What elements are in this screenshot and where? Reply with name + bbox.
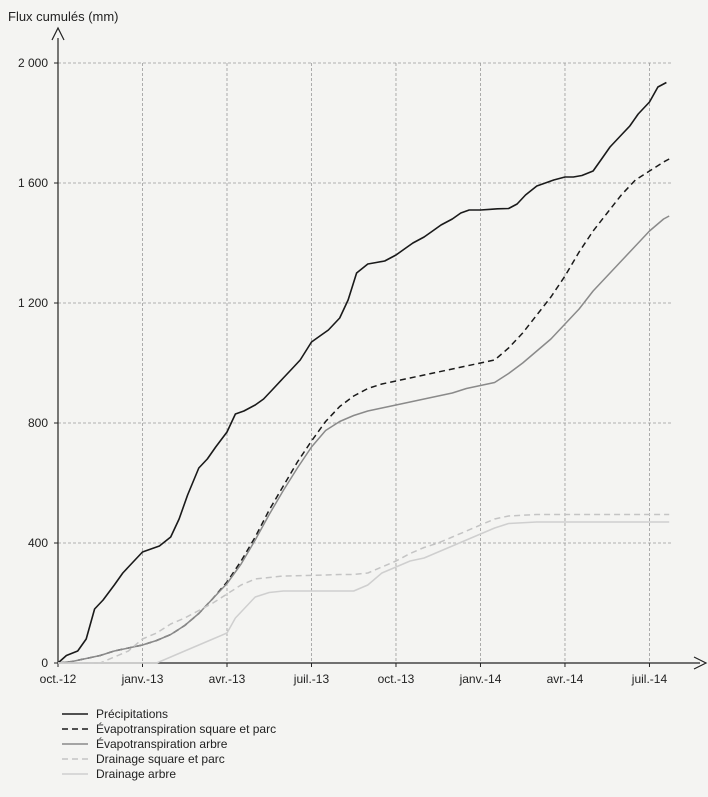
x-tick-label: avr.-13 <box>209 672 246 686</box>
legend-label: Précipitations <box>96 707 168 721</box>
series <box>57 81 670 664</box>
y-tick-label: 0 <box>41 656 48 670</box>
grid <box>54 62 672 667</box>
y-axis-label: Flux cumulés (mm) <box>8 9 119 24</box>
y-tick-label: 1 200 <box>18 296 48 310</box>
y-axis-arrow <box>51 26 65 41</box>
x-tick-label: avr.-14 <box>547 672 584 686</box>
series-line-2 <box>57 158 670 664</box>
axes: Flux cumulés (mm) <box>8 9 708 670</box>
x-tick-label: janv.-13 <box>121 672 164 686</box>
series-line-1 <box>57 81 667 664</box>
y-tick-label: 800 <box>28 416 48 430</box>
series-line-5 <box>58 521 670 664</box>
tick-labels: 0 400 800 1 200 1 600 2 000 oct.-12 janv.-13 avr… <box>18 56 667 686</box>
x-axis-arrow <box>693 656 708 670</box>
legend-label: Évapotranspiration square et parc <box>96 721 276 736</box>
x-tick-label: juil.-14 <box>631 672 668 686</box>
series-line-4 <box>58 513 670 664</box>
legend-label: Drainage square et parc <box>96 752 225 766</box>
series-line-3 <box>57 215 670 664</box>
legend-label: Drainage arbre <box>96 767 176 781</box>
x-tick-label: janv.-14 <box>459 672 502 686</box>
legend-label: Évapotranspiration arbre <box>96 736 228 751</box>
y-tick-label: 1 600 <box>18 176 48 190</box>
x-tick-label: oct.-13 <box>378 672 415 686</box>
y-tick-label: 400 <box>28 536 48 550</box>
x-tick-label: juil.-13 <box>293 672 330 686</box>
y-tick-label: 2 000 <box>18 56 48 70</box>
x-tick-label: oct.-12 <box>40 672 77 686</box>
